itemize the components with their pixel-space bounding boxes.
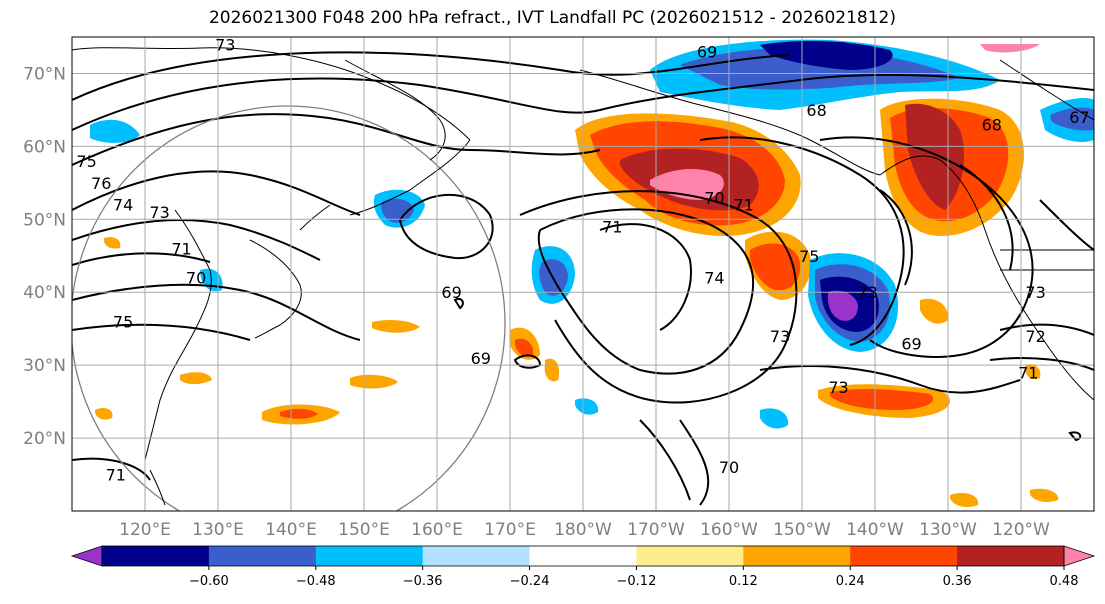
colorbar-extend-max bbox=[1063, 545, 1096, 567]
longitude-label: 140°W bbox=[846, 520, 904, 540]
colorbar-tick-label: −0.24 bbox=[510, 574, 550, 589]
latitude-label: 20°N bbox=[23, 429, 66, 449]
contour-label: 68 bbox=[982, 116, 1002, 135]
contour-label: 70 bbox=[704, 188, 724, 207]
longitude-label: 130°W bbox=[919, 520, 977, 540]
colorbar-tick-label: 0.12 bbox=[729, 574, 758, 589]
colorbar-box bbox=[529, 546, 637, 566]
colorbar-tick-label: −0.60 bbox=[189, 574, 229, 589]
colorbar-box bbox=[422, 546, 531, 566]
colorbar-tick-label: 0.36 bbox=[943, 574, 972, 589]
colorbar-tick-label: −0.36 bbox=[403, 574, 443, 589]
colorbar-tick-label: 0.24 bbox=[836, 574, 865, 589]
contour-label: 69 bbox=[441, 283, 461, 302]
colorbar-outline bbox=[101, 545, 1065, 567]
contour-label: 71 bbox=[171, 239, 191, 258]
contour-label: 67 bbox=[1069, 108, 1089, 127]
contour-label: 71 bbox=[602, 218, 622, 237]
longitude-label: 120°W bbox=[992, 520, 1050, 540]
gridlines bbox=[72, 37, 1094, 511]
map-frame bbox=[71, 36, 1095, 512]
longitude-label: 170°E bbox=[484, 520, 536, 540]
longitude-label: 180°W bbox=[554, 520, 612, 540]
contour-label: 71 bbox=[1018, 363, 1038, 382]
contour-label: 70 bbox=[186, 269, 206, 288]
contour-label: 75 bbox=[799, 247, 819, 266]
contour-label: 74 bbox=[113, 196, 133, 215]
ivt-shading-layer bbox=[90, 39, 1094, 508]
colorbar-box bbox=[743, 546, 851, 566]
contour-label: 68 bbox=[806, 101, 826, 120]
contour-label: 72 bbox=[1025, 327, 1045, 346]
contour-label: 73 bbox=[828, 378, 848, 397]
latitude-label: 30°N bbox=[23, 356, 66, 376]
latitude-label: 50°N bbox=[23, 210, 66, 230]
contour-label: 69 bbox=[901, 334, 921, 353]
longitude-label: 120°E bbox=[119, 520, 171, 540]
contour-label: 73 bbox=[215, 35, 235, 54]
longitude-label: 130°E bbox=[192, 520, 244, 540]
latitude-label: 70°N bbox=[23, 64, 66, 84]
colorbar-box bbox=[636, 546, 744, 566]
colorbar-extend-min bbox=[70, 545, 103, 567]
colorbar-box bbox=[850, 546, 958, 566]
contour-label: 73 bbox=[149, 203, 169, 222]
longitude-label: 150°E bbox=[338, 520, 390, 540]
colorbar: −0.60 −0.48 −0.36 −0.24 −0.12 0.12 0.24 0.36 0.4… bbox=[70, 545, 1096, 589]
longitude-label: 160°W bbox=[700, 520, 758, 540]
longitude-label: 170°W bbox=[627, 520, 685, 540]
colorbar-box bbox=[208, 546, 317, 566]
contour-label: 76 bbox=[91, 174, 111, 193]
latitude-labels: 70°N 60°N 50°N 40°N 30°N 20°N bbox=[23, 64, 66, 449]
contour-label: 73 bbox=[770, 327, 790, 346]
latitude-label: 40°N bbox=[23, 283, 66, 303]
latitude-label: 60°N bbox=[23, 137, 66, 157]
contour-label: 69 bbox=[471, 349, 491, 368]
contour-label: 75 bbox=[113, 312, 133, 331]
contour-label: 71 bbox=[106, 466, 126, 485]
longitude-labels: 120°E 130°E 140°E 150°E 160°E 170°E 180°W 170°W… bbox=[119, 520, 1050, 540]
map-title: 2026021300 F048 200 hPa refract., IVT La… bbox=[208, 8, 896, 28]
longitude-label: 160°E bbox=[411, 520, 463, 540]
colorbar-tick-label: −0.48 bbox=[296, 574, 336, 589]
contour-label: 71 bbox=[733, 196, 753, 215]
colorbar-box bbox=[957, 546, 1065, 566]
contour-label: 74 bbox=[704, 269, 724, 288]
contour-label: 73 bbox=[858, 283, 878, 302]
contour-label: 75 bbox=[76, 152, 96, 171]
colorbar-tick-label: 0.48 bbox=[1050, 574, 1079, 589]
radius-circle bbox=[72, 105, 506, 511]
refractivity-contours bbox=[72, 51, 1094, 506]
colorbar-box bbox=[102, 546, 210, 566]
colorbar-box bbox=[315, 546, 424, 566]
contour-label: 70 bbox=[719, 458, 739, 477]
contour-label: 73 bbox=[1025, 283, 1045, 302]
longitude-label: 140°E bbox=[265, 520, 317, 540]
contour-label: 69 bbox=[697, 43, 717, 62]
longitude-label: 150°W bbox=[773, 520, 831, 540]
colorbar-tick-label: −0.12 bbox=[617, 574, 657, 589]
